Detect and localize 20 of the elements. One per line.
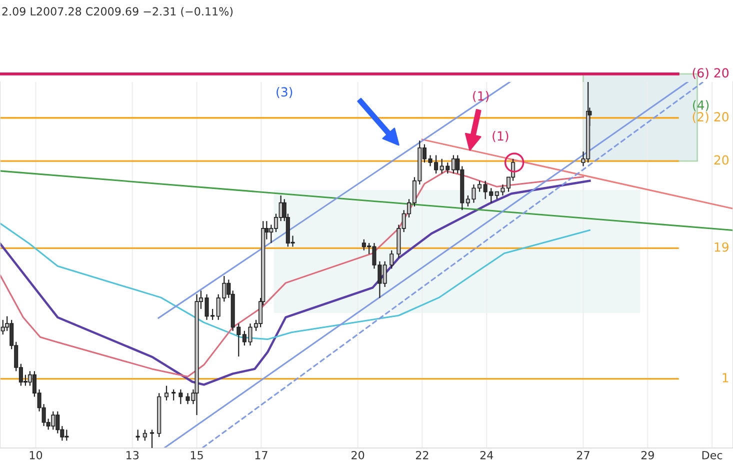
annotation: (1) xyxy=(492,130,508,142)
annotation: (2) 20 xyxy=(692,112,729,123)
x-tick-label: 24 xyxy=(480,450,494,460)
x-tick-label: Dec xyxy=(702,451,722,460)
annotation: 1 xyxy=(722,373,728,382)
x-tick-label: 15 xyxy=(190,451,203,460)
annotation: 19 xyxy=(714,242,728,252)
annotation: (4) xyxy=(693,100,709,112)
x-tick-label: 27 xyxy=(576,450,590,460)
text: (6) 20 xyxy=(692,68,729,80)
x-tick-label: 10 xyxy=(30,450,42,460)
x-tick-label: 20 xyxy=(352,450,364,460)
annotation: (3) xyxy=(276,86,292,98)
chart-title: 2.09 L2007.28 C2009.69 −2.31 (−0.11%) xyxy=(2,6,233,17)
x-tick-label: 17 xyxy=(255,451,268,460)
x-tick-label: 29 xyxy=(641,450,654,460)
annotation: 20 xyxy=(714,155,729,165)
annotation: (1) xyxy=(473,90,489,102)
x-tick-label: 22 xyxy=(416,450,428,460)
x-tick-label: 13 xyxy=(126,450,139,460)
